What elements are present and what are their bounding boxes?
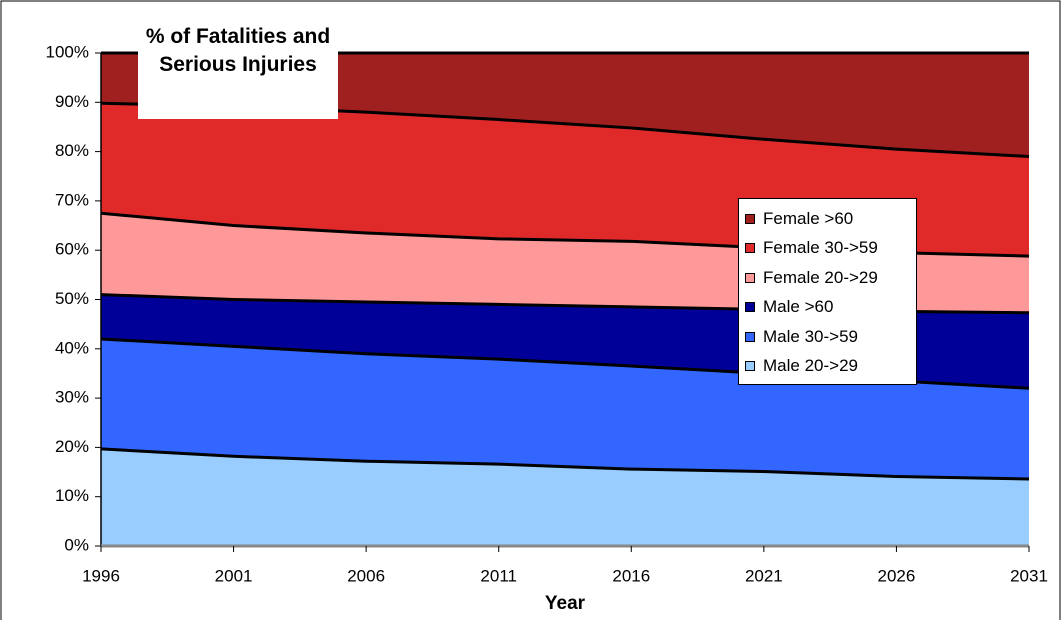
legend-label: Female >60	[763, 208, 854, 228]
legend-label: Female 30->59	[763, 238, 878, 258]
x-tick-label: 2031	[1010, 566, 1048, 585]
x-tick-label: 2016	[612, 566, 650, 585]
legend-label: Male >60	[763, 297, 834, 317]
y-tick-label: 40%	[55, 338, 89, 357]
area	[101, 338, 1029, 479]
x-tick-label: 2001	[215, 566, 253, 585]
legend-swatch	[745, 302, 755, 313]
y-tick-label: 90%	[55, 92, 89, 111]
boundary-line	[100, 447, 1030, 481]
y-tick-label: 50%	[55, 289, 89, 308]
y-tick-label: 80%	[55, 141, 89, 160]
y-tick-label: 10%	[55, 486, 89, 505]
legend-item: Female 20->29	[745, 263, 916, 293]
legend-label: Male 30->59	[763, 326, 858, 346]
legend-swatch	[745, 272, 755, 283]
chart-title: % of Fatalities and Serious Injuries	[138, 19, 338, 119]
legend-item: Male 20->29	[745, 352, 916, 382]
legend-item: Male 30->59	[745, 322, 916, 352]
y-tick-label: 100%	[46, 42, 89, 61]
legend-swatch	[745, 361, 755, 372]
y-tick-label: 30%	[55, 388, 89, 407]
x-tick-label: 2026	[878, 566, 916, 585]
legend-item: Female 30->59	[745, 234, 916, 264]
legend: Female >60 Female 30->59 Female 20->29 Male…	[738, 198, 917, 385]
x-tick-label: 1996	[82, 566, 120, 585]
y-tick-label: 20%	[55, 437, 89, 456]
legend-swatch	[745, 243, 755, 254]
legend-label: Male 20->29	[763, 356, 858, 376]
legend-swatch	[745, 213, 755, 224]
y-tick-label: 0%	[64, 535, 89, 554]
legend-swatch	[745, 331, 755, 342]
x-tick-label: 2011	[480, 566, 517, 585]
x-tick-label: 2006	[347, 566, 385, 585]
x-tick-label: 2021	[745, 566, 783, 585]
legend-item: Male >60	[745, 293, 916, 323]
legend-label: Female 20->29	[763, 267, 878, 287]
x-axis-label: Year	[545, 593, 586, 614]
y-tick-label: 60%	[55, 240, 89, 259]
y-tick-label: 70%	[55, 190, 89, 209]
legend-item: Female >60	[745, 204, 916, 234]
